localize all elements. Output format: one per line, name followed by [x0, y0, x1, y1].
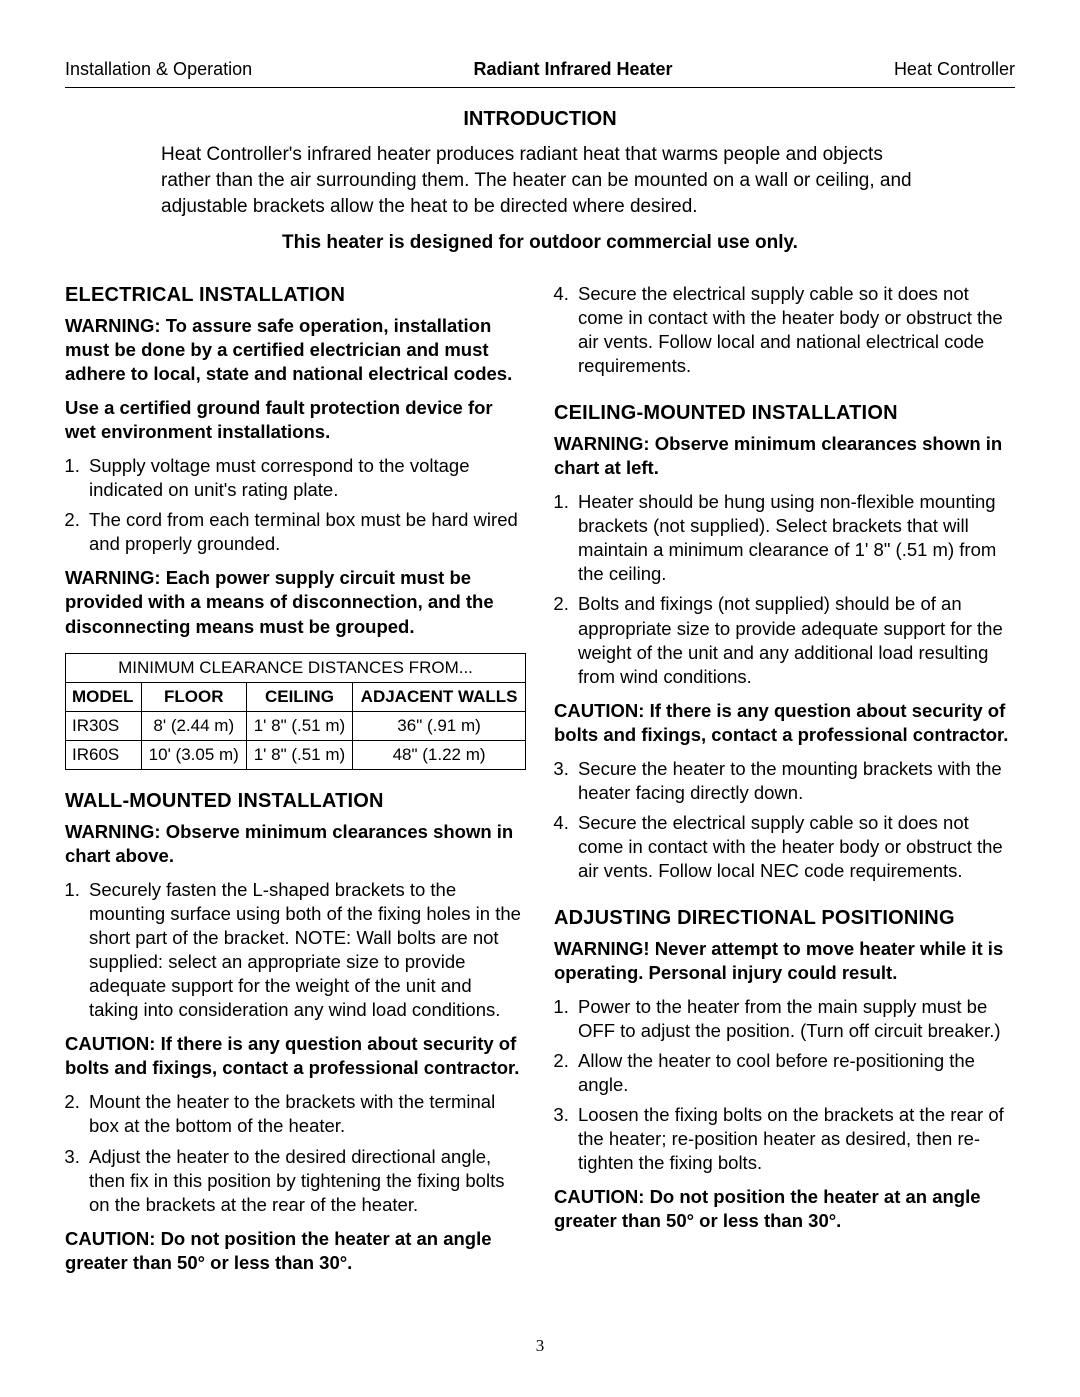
page-header: Installation & Operation Radiant Infrare…: [65, 58, 1015, 88]
ceiling-list-a: Heater should be hung using non-flexible…: [554, 490, 1015, 688]
adjusting-list: Power to the heater from the main supply…: [554, 995, 1015, 1175]
list-item: The cord from each terminal box must be …: [85, 508, 526, 556]
header-center: Radiant Infrared Heater: [474, 58, 673, 81]
list-item: Secure the electrical supply cable so it…: [574, 811, 1015, 883]
wall-caution-2: CAUTION: Do not position the heater at a…: [65, 1227, 526, 1275]
page-number: 3: [65, 1335, 1015, 1357]
wall-warning-1: WARNING: Observe minimum clearances show…: [65, 820, 526, 868]
wall-heading: WALL-MOUNTED INSTALLATION: [65, 788, 526, 814]
table-cell: 36" (.91 m): [353, 711, 526, 740]
intro-sub: This heater is designed for outdoor comm…: [65, 231, 1015, 256]
clearance-table: MINIMUM CLEARANCE DISTANCES FROM... MODE…: [65, 653, 526, 770]
electrical-heading: ELECTRICAL INSTALLATION: [65, 282, 526, 308]
list-item: Heater should be hung using non-flexible…: [574, 490, 1015, 586]
ceiling-heading: CEILING-MOUNTED INSTALLATION: [554, 400, 1015, 426]
ceiling-warning-1: WARNING: Observe minimum clearances show…: [554, 432, 1015, 480]
list-item: Securely fasten the L-shaped brackets to…: [85, 878, 526, 1022]
left-column: ELECTRICAL INSTALLATION WARNING: To assu…: [65, 282, 526, 1285]
adjusting-caution-1: CAUTION: Do not position the heater at a…: [554, 1185, 1015, 1233]
table-header: ADJACENT WALLS: [353, 682, 526, 711]
wall-list-continued: Secure the electrical supply cable so it…: [554, 282, 1015, 378]
list-item: Allow the heater to cool before re-posit…: [574, 1049, 1015, 1097]
table-cell: 1' 8" (.51 m): [246, 711, 352, 740]
electrical-list: Supply voltage must correspond to the vo…: [65, 454, 526, 556]
header-right: Heat Controller: [894, 58, 1015, 81]
adjusting-heading: ADJUSTING DIRECTIONAL POSITIONING: [554, 905, 1015, 931]
wall-list-b: Mount the heater to the brackets with th…: [65, 1090, 526, 1216]
two-column-layout: ELECTRICAL INSTALLATION WARNING: To assu…: [65, 282, 1015, 1285]
table-cell: 1' 8" (.51 m): [246, 740, 352, 769]
list-item: Secure the electrical supply cable so it…: [574, 282, 1015, 378]
table-header: FLOOR: [141, 682, 246, 711]
wall-caution-1: CAUTION: If there is any question about …: [65, 1032, 526, 1080]
table-header: MODEL: [66, 682, 142, 711]
wall-list-a: Securely fasten the L-shaped brackets to…: [65, 878, 526, 1022]
electrical-warning-1: WARNING: To assure safe operation, insta…: [65, 314, 526, 386]
list-item: Adjust the heater to the desired directi…: [85, 1145, 526, 1217]
right-column: Secure the electrical supply cable so it…: [554, 282, 1015, 1285]
intro-title: INTRODUCTION: [65, 106, 1015, 132]
electrical-warning-3: WARNING: Each power supply circuit must …: [65, 566, 526, 638]
list-item: Mount the heater to the brackets with th…: [85, 1090, 526, 1138]
ceiling-caution-1: CAUTION: If there is any question about …: [554, 699, 1015, 747]
list-item: Power to the heater from the main supply…: [574, 995, 1015, 1043]
table-cell: IR30S: [66, 711, 142, 740]
adjusting-warning-1: WARNING! Never attempt to move heater wh…: [554, 937, 1015, 985]
table-cell: 8' (2.44 m): [141, 711, 246, 740]
table-cell: 10' (3.05 m): [141, 740, 246, 769]
list-item: Bolts and fixings (not supplied) should …: [574, 592, 1015, 688]
ceiling-list-b: Secure the heater to the mounting bracke…: [554, 757, 1015, 883]
intro-body: Heat Controller's infrared heater produc…: [161, 142, 919, 219]
table-header: CEILING: [246, 682, 352, 711]
list-item: Supply voltage must correspond to the vo…: [85, 454, 526, 502]
header-left: Installation & Operation: [65, 58, 252, 81]
electrical-warning-2: Use a certified ground fault protection …: [65, 396, 526, 444]
table-title: MINIMUM CLEARANCE DISTANCES FROM...: [66, 653, 526, 682]
table-cell: IR60S: [66, 740, 142, 769]
table-cell: 48" (1.22 m): [353, 740, 526, 769]
list-item: Loosen the fixing bolts on the brackets …: [574, 1103, 1015, 1175]
list-item: Secure the heater to the mounting bracke…: [574, 757, 1015, 805]
